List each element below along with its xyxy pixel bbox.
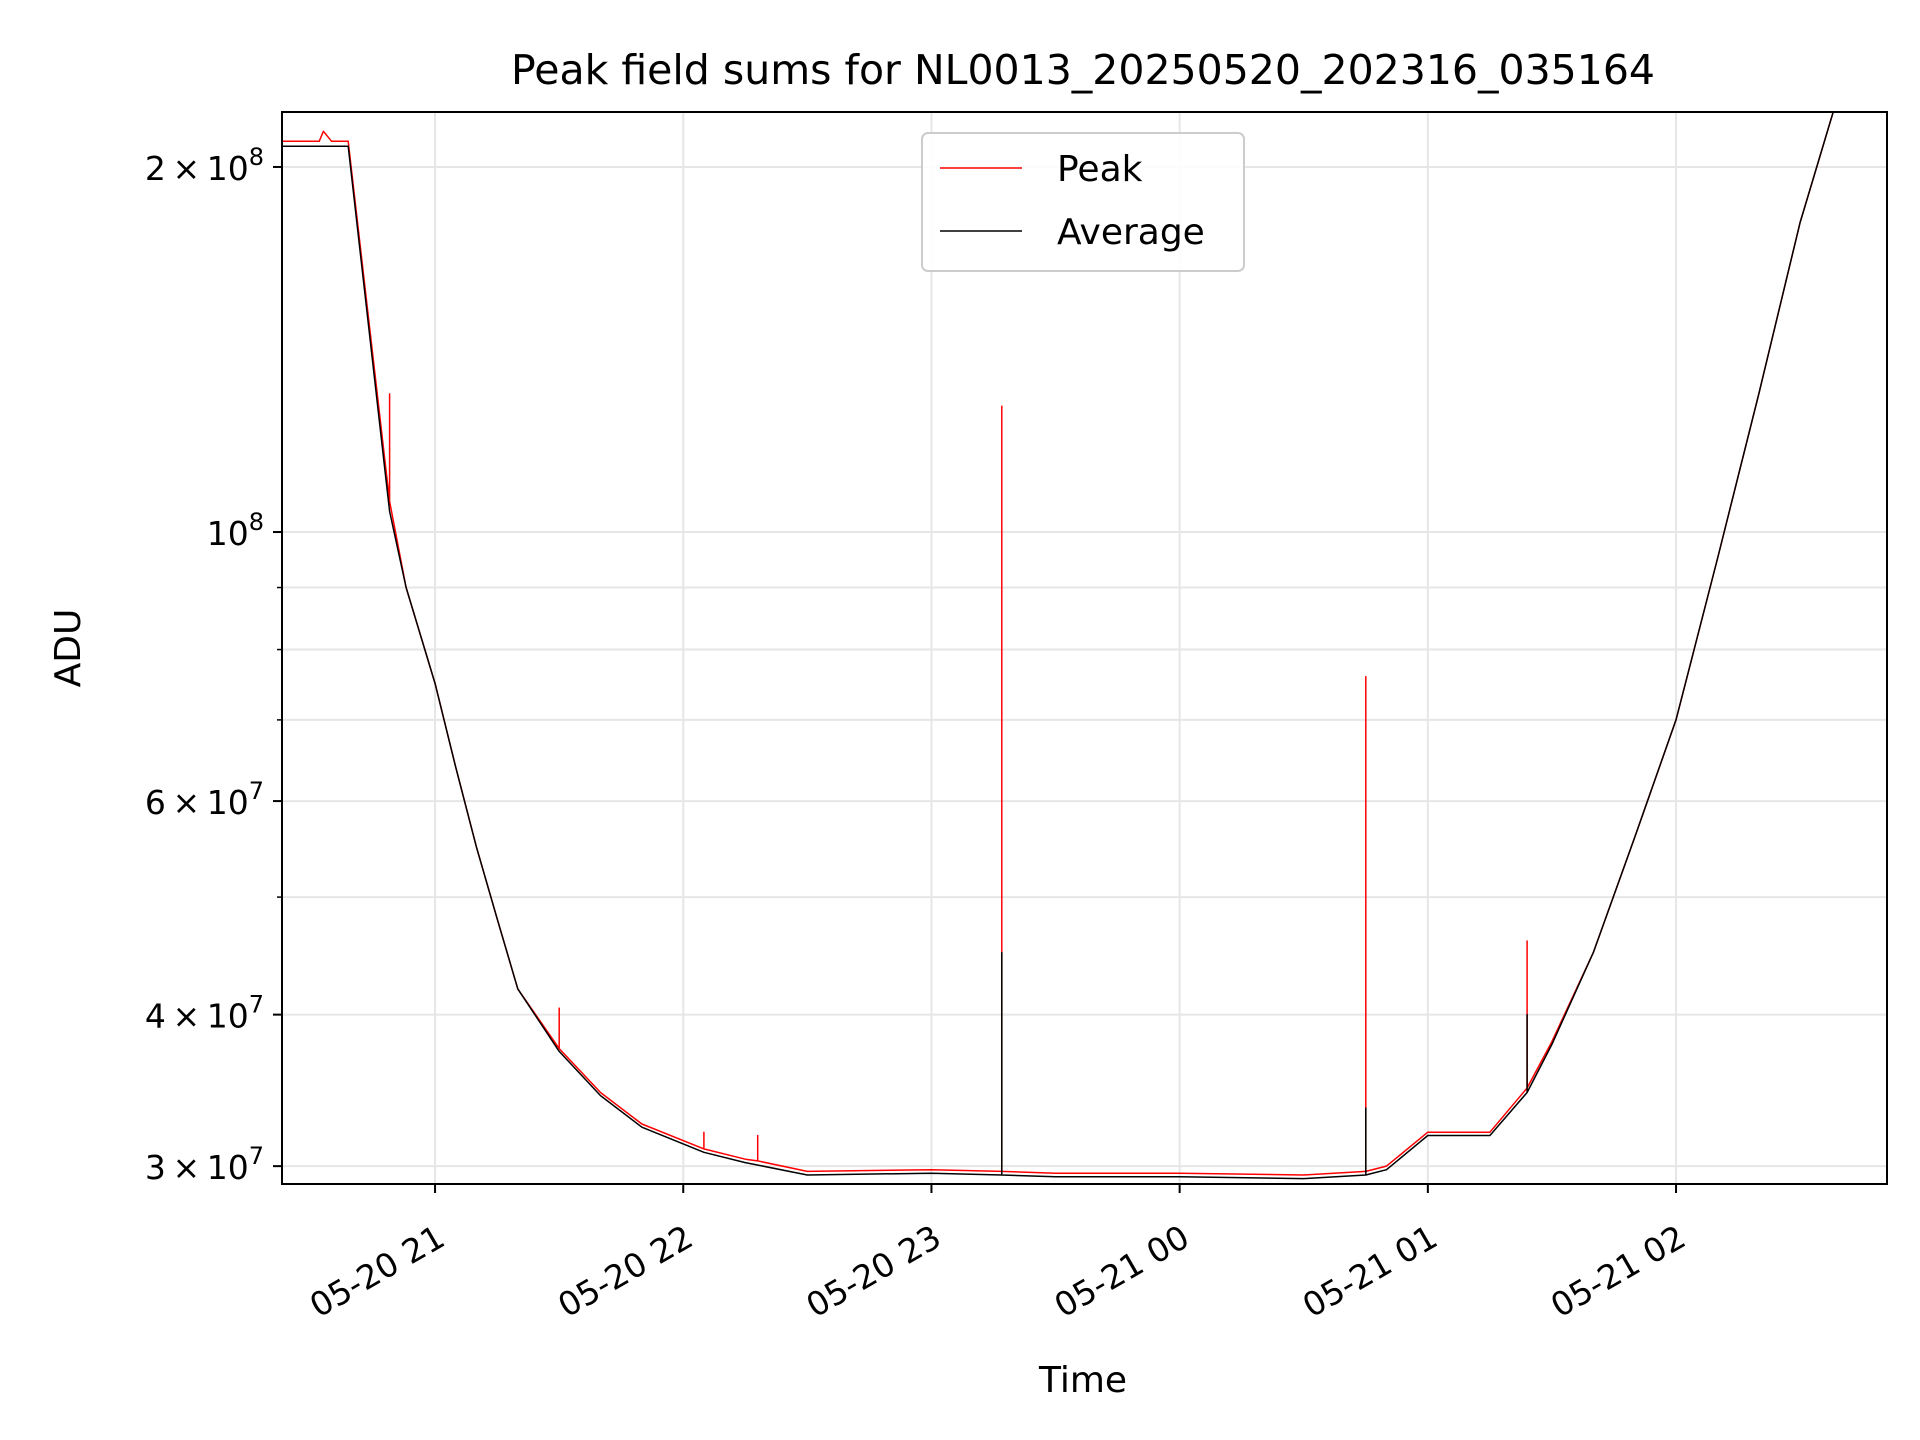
chart-title: Peak field sums for NL0013_20250520_2023… bbox=[511, 46, 1655, 94]
plot-area-frame bbox=[281, 111, 1888, 1185]
y-tick-label: 2 × 108 bbox=[145, 143, 264, 188]
legend-label-average: Average bbox=[1057, 212, 1205, 253]
y-axis-label: ADU bbox=[48, 609, 89, 688]
y-tick-label: 6 × 107 bbox=[145, 777, 264, 822]
series-line-average bbox=[282, 112, 1834, 1180]
series-layer bbox=[282, 112, 1834, 1180]
y-tick-label: 3 × 107 bbox=[145, 1142, 264, 1187]
y-tick-label: 4 × 107 bbox=[145, 991, 264, 1036]
legend-label-peak: Peak bbox=[1057, 149, 1143, 190]
x-axis-label: Time bbox=[1038, 1360, 1127, 1401]
legend: Peak Average bbox=[921, 132, 1245, 272]
grid-layer bbox=[282, 112, 1887, 1184]
